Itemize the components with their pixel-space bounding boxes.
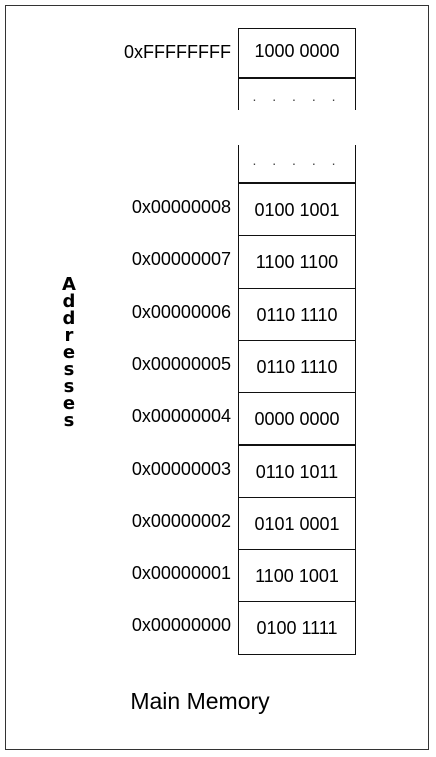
address-label: 0x00000008 <box>131 197 231 217</box>
memory-value: 0110 1110 <box>256 304 338 325</box>
address-label: 0x00000004 <box>131 406 231 427</box>
diagram-caption: Main Memory <box>130 688 270 714</box>
address-label: 0x00000003 <box>131 458 231 479</box>
memory-cell <box>238 601 356 655</box>
address-label: 0x00000000 <box>131 615 231 636</box>
side-label-letter: s <box>63 410 75 431</box>
memory-value: 0101 0001 <box>254 513 340 534</box>
address-label: 0x00000007 <box>131 249 231 270</box>
side-label-letter: d <box>62 308 76 329</box>
ellipsis-bottom: . . . . . <box>252 152 342 168</box>
memory-value: 0100 1001 <box>254 200 340 220</box>
memory-cell-top <box>238 28 356 78</box>
address-label: 0x00000005 <box>131 353 231 374</box>
memory-value: 0000 0000 <box>254 409 340 430</box>
memory-value: 1100 1100 <box>255 252 339 273</box>
side-label-letter: r <box>64 325 74 346</box>
address-label: 0x00000001 <box>131 563 231 584</box>
address-label: 0x00000002 <box>131 510 231 531</box>
memory-value: 0110 1110 <box>256 356 338 377</box>
address-label-top: 0xFFFFFFFF <box>124 42 231 62</box>
ellipsis-top: . . . . . <box>252 88 342 104</box>
memory-value: 1100 1001 <box>255 566 339 587</box>
memory-value: 0110 1011 <box>255 461 339 482</box>
memory-cell-top-ellipsis <box>238 78 356 110</box>
side-label-letter: e <box>62 342 76 363</box>
memory-value-top: 1000 0000 <box>254 41 340 61</box>
side-label-letter: e <box>62 393 76 414</box>
side-label-letter: s <box>63 359 75 380</box>
address-label: 0x00000006 <box>131 301 231 322</box>
memory-value: 0100 1111 <box>256 618 338 639</box>
side-label-letter: s <box>63 376 75 397</box>
diagram-frame <box>5 5 429 750</box>
side-label-letter: d <box>62 291 76 312</box>
side-label-letter: A <box>62 274 76 295</box>
memory-cell-lower-ellipsis <box>238 145 356 183</box>
